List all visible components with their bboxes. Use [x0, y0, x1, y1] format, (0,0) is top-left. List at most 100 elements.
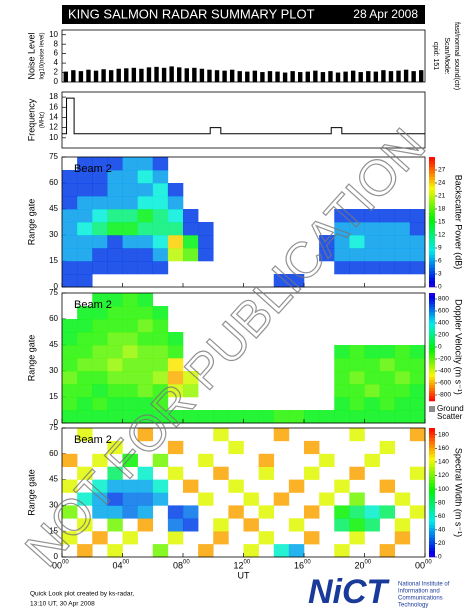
heatmap-cell	[258, 505, 275, 519]
heatmap-cell	[349, 209, 365, 223]
heatmap-cell	[409, 466, 426, 480]
x-tick-minutes: 00	[123, 560, 130, 566]
y-tick-label: 0	[54, 77, 59, 86]
colorbar-segment	[429, 355, 435, 359]
heatmap-cell	[122, 410, 138, 424]
x-tick-minutes: 00	[244, 560, 251, 566]
noise-bar	[282, 72, 288, 82]
colorbar-segment	[429, 241, 435, 246]
heatmap-cell	[92, 384, 108, 398]
heatmap-cell	[379, 384, 396, 398]
heatmap-cell	[62, 358, 78, 372]
logo-mark: NiCT	[308, 573, 391, 611]
colorbar-segment	[429, 382, 435, 386]
heatmap-cell	[167, 358, 184, 372]
heatmap-cell	[77, 261, 93, 275]
heatmap-cell	[92, 505, 108, 519]
heatmap-cell	[198, 235, 214, 249]
heatmap-cell	[304, 466, 320, 480]
colorbar-segment	[429, 225, 435, 229]
colorbar-segment	[429, 248, 435, 252]
heatmap-cell	[137, 505, 154, 519]
colorbar-segment	[429, 320, 435, 323]
heatmap-cell	[137, 209, 154, 223]
noise-bar	[252, 70, 258, 82]
colorbar-segment	[429, 505, 435, 509]
colorbar-segment	[429, 173, 435, 177]
heatmap-cell	[364, 371, 380, 385]
heatmap-cell	[122, 531, 138, 545]
heatmap-cell	[137, 261, 154, 275]
heatmap-cell	[183, 518, 199, 532]
noise-bar	[388, 71, 394, 82]
colorbar-segment	[429, 257, 435, 262]
heatmap-cell	[334, 345, 350, 359]
x-tick-label: 20	[354, 560, 364, 570]
heatmap-cell	[198, 248, 214, 262]
x-tick-label: 00	[415, 560, 425, 570]
scan-mode-label: Scan/Mode:	[443, 37, 450, 74]
colorbar-label: Doppler Velocity (m s⁻¹)	[454, 299, 464, 395]
colorbar-tick-label: 120	[438, 472, 449, 479]
heatmap-cell	[349, 384, 365, 398]
heatmap-cell	[288, 479, 305, 493]
heatmap-cell	[122, 384, 138, 398]
heatmap-cell	[167, 332, 184, 346]
heatmap-cell	[92, 235, 108, 249]
heatmap-cell	[334, 505, 350, 519]
colorbar-segment	[429, 518, 435, 522]
logo-text: Communications	[398, 596, 443, 602]
colorbar-segment	[429, 277, 435, 281]
heatmap-cell	[77, 544, 93, 558]
heatmap-cell	[319, 248, 335, 262]
heatmap-cell	[334, 222, 350, 236]
noise-bar	[131, 67, 137, 82]
ground-scatter-label: Ground	[437, 404, 464, 413]
colorbar-tick-label: 15	[438, 219, 446, 226]
heatmap-cell	[364, 358, 380, 372]
heatmap-cell	[394, 410, 411, 424]
colorbar-segment	[429, 157, 435, 161]
noise-bar	[290, 71, 295, 82]
colorbar-tick-label: 21	[438, 193, 446, 200]
heatmap-cell	[107, 440, 123, 455]
x-tick-minutes: 00	[425, 560, 432, 566]
heatmap-cell	[152, 544, 169, 558]
heatmap-cell	[92, 358, 108, 372]
y-tick-label: 16	[49, 102, 58, 111]
heatmap-cell	[379, 222, 396, 236]
colorbar-segment	[429, 527, 435, 532]
date: 28 Apr 2008	[353, 7, 418, 21]
heatmap-cell	[334, 371, 350, 385]
heatmap-cell	[107, 183, 123, 197]
colorbar-tick-label: 0	[438, 284, 442, 291]
colorbar-segment	[429, 163, 435, 168]
colorbar-label: Spectral Width (m s⁻¹)	[454, 448, 464, 537]
heatmap-cell	[228, 479, 244, 493]
x-tick-minutes: 00	[62, 560, 69, 566]
heatmap-cell	[243, 492, 259, 506]
colorbar-tick-label: -400	[438, 368, 451, 375]
heatmap-cell	[122, 306, 138, 320]
heatmap-cell	[107, 466, 123, 480]
heatmap-cell	[319, 453, 335, 467]
heatmap-cell	[62, 371, 78, 385]
noise-bar	[71, 70, 76, 82]
scan-mode-label: fast/normal sound(ctr)	[453, 22, 460, 90]
heatmap-cell	[258, 453, 275, 467]
heatmap-cell	[152, 371, 169, 385]
heatmap-cell	[137, 306, 154, 320]
heatmap-cell	[62, 183, 78, 197]
heatmap-cell	[107, 505, 123, 519]
heatmap-cell	[183, 384, 199, 398]
heatmap-cell	[107, 248, 123, 262]
heatmap-cell	[152, 222, 169, 236]
heatmap-cell	[334, 479, 350, 493]
y-tick-label: 60	[49, 314, 58, 323]
colorbar-segment	[429, 205, 435, 210]
heatmap-cell	[288, 518, 305, 532]
heatmap-cell	[122, 183, 138, 197]
